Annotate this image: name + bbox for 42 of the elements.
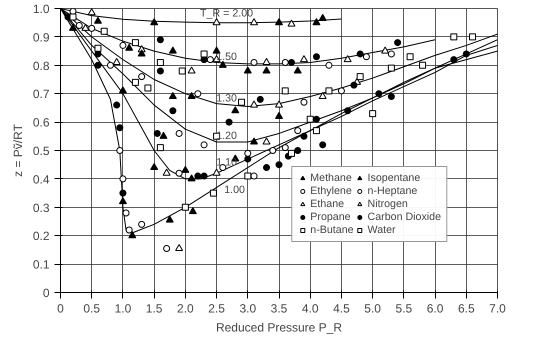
y-tick-label: 0.8 [32, 58, 50, 73]
x-tick-label: 6.5 [458, 302, 475, 316]
x-tick-label: 1.0 [114, 302, 132, 316]
y-tick-label: 0.9 [32, 30, 50, 44]
x-tick-label: 7.0 [489, 302, 506, 316]
annotation: 1.00 [224, 184, 246, 196]
annotation: 1.10 [216, 156, 238, 169]
y-tick-label: 0.1 [32, 258, 50, 272]
legend-label: n-Butane [310, 224, 354, 236]
x-tick-label: 5.5 [396, 302, 413, 316]
x-tick-label: 6.0 [426, 302, 444, 316]
x-tick-label: 4.0 [302, 302, 319, 316]
y-axis-title: z = Pṽ/RT [10, 123, 25, 177]
legend-label: Nitrogen [368, 198, 408, 210]
x-tick-label: 2.5 [208, 302, 226, 316]
y-tick-label: 0.6 [32, 116, 50, 130]
legend-label: Isopentane [368, 172, 420, 184]
legend-label: Ethane [310, 198, 344, 210]
legend-label: Ethylene [310, 185, 352, 197]
y-tick-label: 0 [42, 286, 50, 300]
y-tick-label: 0.4 [32, 172, 50, 186]
legend-label: Propane [310, 211, 351, 223]
legend-label: Carbon Dioxide [368, 211, 441, 223]
x-tick-label: 5.0 [364, 302, 382, 316]
legend-label: n-Heptane [368, 185, 418, 197]
annotation: 1.50 [216, 50, 238, 63]
legend-label: Water [368, 224, 396, 236]
x-tick-label: 2.0 [177, 302, 194, 316]
y-tick-label: 0.7 [32, 87, 50, 102]
x-tick-label: 4.5 [333, 302, 350, 316]
y-tick-label: 1.0 [32, 2, 50, 16]
y-tick-label: 0.3 [32, 200, 50, 215]
annotation: 1.30 [216, 92, 238, 105]
legend-label: Methane [310, 172, 352, 184]
x-tick-label: 3.0 [239, 302, 256, 316]
y-tick-label: 0.5 [32, 144, 50, 158]
x-tick-label: 1.5 [146, 302, 163, 316]
y-tick-label: 0.2 [32, 229, 50, 244]
x-tick-label: 3.5 [270, 302, 288, 316]
x-axis-title: Reduced Pressure P_R [216, 320, 342, 334]
x-tick-label: 0.5 [83, 302, 100, 316]
x-tick-label: 0 [57, 302, 64, 316]
